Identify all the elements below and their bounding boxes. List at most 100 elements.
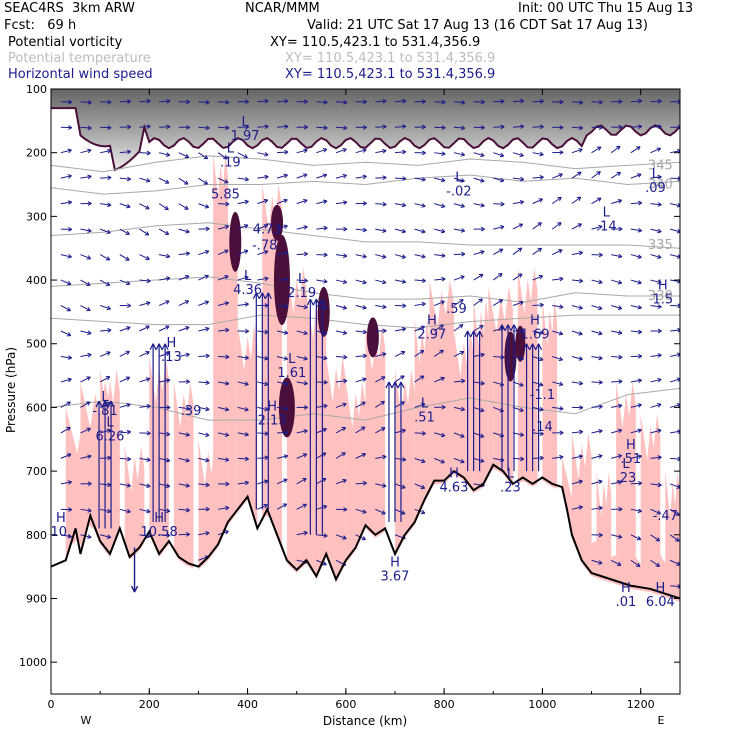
wind-vector — [355, 401, 366, 408]
wind-vector-head — [223, 155, 228, 160]
wind-vector — [139, 279, 151, 282]
wind-vector — [100, 101, 112, 103]
wind-vector-head — [382, 148, 387, 154]
wind-vector-head — [461, 251, 466, 257]
updraft-vector-head — [264, 292, 272, 300]
wind-vector — [650, 354, 662, 357]
wind-vector-head — [539, 330, 544, 335]
wind-vector-head — [87, 125, 92, 131]
wind-vector-head — [440, 300, 445, 305]
wind-vector-head — [440, 459, 445, 464]
wind-vector-head — [401, 202, 407, 208]
wind-vector-head — [264, 152, 269, 157]
wind-vector — [670, 457, 680, 460]
wind-vector — [552, 456, 564, 459]
wind-vector — [375, 456, 387, 459]
wind-vector — [335, 201, 347, 205]
wind-vector-head — [440, 432, 446, 438]
wind-vector-head — [323, 305, 328, 310]
wind-vector — [375, 279, 387, 284]
wind-vector — [414, 228, 426, 233]
wind-vector-head — [598, 454, 603, 459]
wind-vector — [414, 432, 426, 435]
wind-vector — [591, 381, 603, 383]
wind-vector-head — [343, 226, 348, 232]
pv-extremum-value: 6.04 — [646, 595, 675, 610]
wind-vector — [512, 177, 524, 180]
wind-vector-head — [360, 426, 366, 431]
wind-vector — [650, 125, 662, 128]
wind-vector-head — [185, 99, 191, 105]
wind-vector-head — [617, 305, 623, 310]
wind-vector — [453, 406, 465, 411]
wind-vector — [100, 329, 112, 332]
pv-extremum: L.51 — [414, 396, 435, 425]
wind-vector — [355, 378, 367, 383]
wind-vector — [630, 279, 642, 284]
wind-vector — [237, 177, 249, 181]
wind-vector-head — [440, 376, 445, 382]
updraft-vector-head — [318, 298, 326, 306]
wind-vector-head — [263, 198, 269, 204]
pv-extremum-letter: L — [298, 272, 306, 287]
wind-vector-head — [164, 179, 170, 184]
wind-vector-head — [341, 452, 346, 457]
wind-vector-head — [343, 99, 348, 105]
wind-vector — [375, 150, 387, 154]
wind-vector — [512, 355, 524, 360]
wind-vector — [414, 325, 425, 332]
wind-vector-head — [498, 273, 503, 278]
wind-vector-head — [558, 173, 563, 178]
wind-vector — [512, 247, 523, 255]
wind-vector-head — [284, 277, 289, 283]
wind-vector-head — [578, 479, 583, 485]
wind-vector — [198, 126, 210, 129]
wind-vector-head — [460, 178, 465, 183]
wind-vector — [257, 250, 269, 256]
wind-vector — [473, 152, 485, 157]
wind-vector-head — [657, 402, 662, 408]
wind-vector-head — [598, 279, 603, 285]
wind-vector-head — [146, 430, 151, 436]
wind-vector-head — [578, 454, 583, 459]
wind-vector-head — [68, 507, 73, 512]
wind-vector-head — [224, 530, 229, 535]
wind-vector — [473, 457, 485, 463]
wind-vector-head — [657, 174, 662, 180]
wind-vector — [198, 152, 208, 160]
wind-vector-head — [558, 381, 564, 387]
wind-vector — [571, 223, 582, 230]
x-tick-label: 1000 — [528, 698, 556, 711]
wind-vector — [473, 432, 485, 438]
x-tick-label: 1200 — [627, 698, 655, 711]
wind-vector-head — [439, 349, 444, 355]
wind-vector — [650, 147, 661, 154]
theta-contour — [51, 155, 680, 173]
wind-vector — [630, 125, 642, 128]
wind-vector — [670, 353, 680, 357]
wind-vector-head — [401, 457, 407, 462]
wind-vector-head — [244, 275, 249, 281]
wind-vector — [355, 482, 367, 485]
wind-vector — [80, 401, 91, 408]
wind-vector-head — [558, 356, 564, 362]
wind-vector-head — [538, 356, 544, 362]
wind-shade-column — [473, 299, 489, 494]
pv-extremum-value: -.81 — [92, 404, 117, 419]
wind-vector — [80, 279, 91, 286]
wind-vector-head — [126, 483, 131, 488]
x-tick-label: 600 — [335, 698, 356, 711]
wind-vector-head — [322, 427, 327, 433]
wind-vector-head — [420, 484, 426, 490]
wind-vector-head — [381, 510, 386, 515]
x-tick-label: 0 — [48, 698, 55, 711]
wind-vector-head — [225, 125, 230, 131]
pv-extremum: H2.97 — [417, 314, 446, 343]
wind-vector-head — [480, 99, 485, 105]
wind-vector-head — [362, 148, 367, 153]
wind-vector — [591, 126, 603, 129]
wind-vector-head — [362, 377, 367, 382]
wind-vector — [552, 249, 563, 256]
wind-vector — [178, 353, 190, 357]
pv-extremum: H.13 — [161, 336, 182, 365]
